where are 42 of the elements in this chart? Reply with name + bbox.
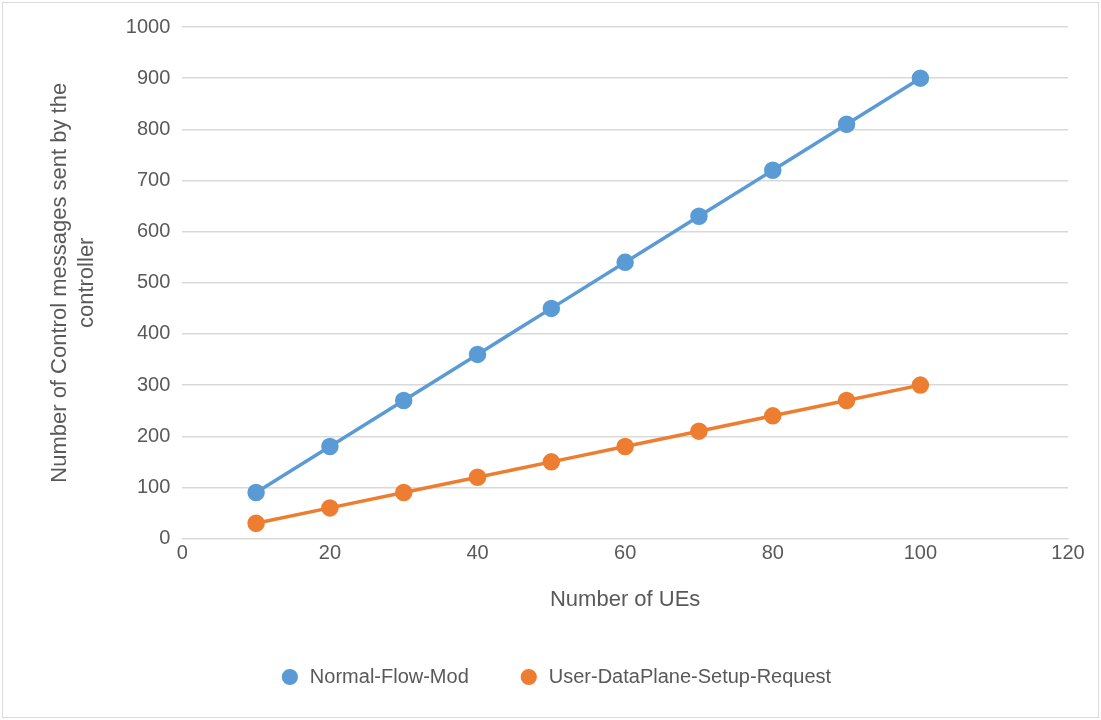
y-tick-label: 0	[159, 526, 171, 549]
y-tick-label: 500	[136, 270, 171, 293]
point	[837, 115, 856, 133]
y-tick-label: 900	[136, 65, 171, 88]
point	[837, 391, 856, 410]
y-tick-label: 400	[136, 321, 171, 344]
x-tick-label: 0	[176, 541, 188, 564]
y-tick-label: 800	[136, 116, 171, 139]
point	[911, 69, 930, 87]
point	[394, 391, 413, 410]
point	[690, 207, 708, 226]
x-tick-label: 40	[466, 541, 489, 564]
x-tick-label: 80	[761, 541, 784, 564]
y-tick-label: 600	[136, 219, 171, 242]
point	[764, 407, 782, 425]
y-tick-label: 300	[136, 372, 171, 395]
point	[394, 483, 413, 502]
y-tick-label: 1000	[125, 14, 171, 37]
y-tick-label: 100	[136, 474, 171, 497]
x-tick-label: 100	[903, 541, 938, 564]
legend-label: Normal-Flow-Mod	[309, 664, 469, 687]
x-axis-title: Number of UEs	[549, 585, 701, 611]
point	[616, 253, 634, 272]
point	[542, 453, 561, 471]
point	[690, 422, 708, 440]
y-tick-label: 700	[136, 168, 171, 190]
legend-label: User-DataPlane-Setup-Request	[548, 664, 832, 687]
x-tick-label: 20	[318, 541, 342, 564]
point	[247, 514, 265, 532]
point	[911, 376, 930, 394]
y-tick-label: 200	[136, 423, 171, 446]
point	[468, 468, 487, 486]
x-tick-label: 60	[614, 541, 637, 564]
point	[542, 299, 561, 318]
x-tick-label: 120	[1051, 541, 1085, 564]
point	[616, 437, 634, 456]
y-axis-title: Number of Control messages sent by the controller	[46, 82, 98, 483]
point	[321, 499, 339, 517]
point	[247, 483, 265, 502]
point	[321, 437, 339, 456]
point	[468, 345, 487, 364]
point	[764, 161, 782, 179]
